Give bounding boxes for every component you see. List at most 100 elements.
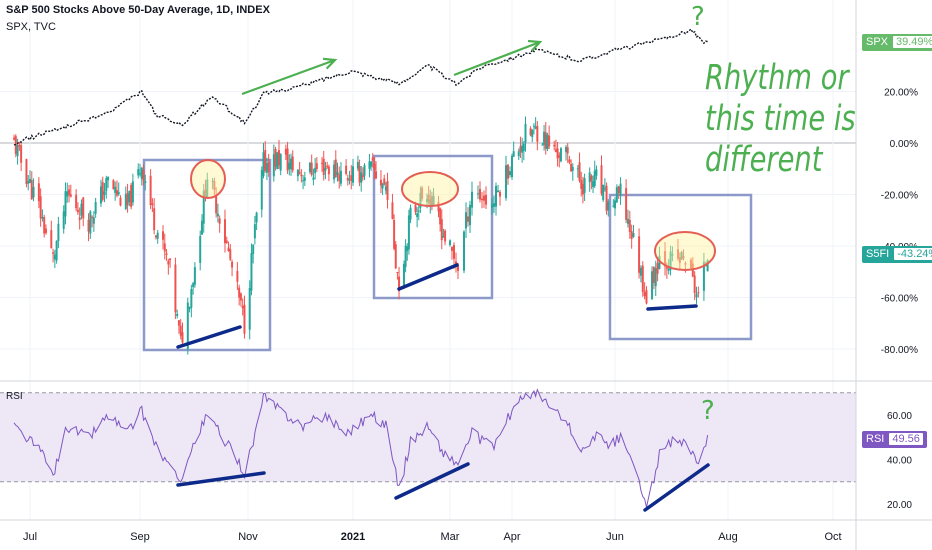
candle-body xyxy=(588,172,591,183)
candle-body xyxy=(406,246,409,251)
candle-body xyxy=(386,181,389,200)
candle-body xyxy=(360,172,363,183)
candle-body xyxy=(333,164,336,180)
candle-body xyxy=(39,196,42,219)
candle-body xyxy=(416,213,419,217)
candle-body xyxy=(308,162,311,173)
candle-body xyxy=(409,207,412,220)
candle-body xyxy=(151,203,154,205)
candle-body xyxy=(190,289,193,308)
candle-body xyxy=(117,191,120,195)
candle-body xyxy=(243,304,246,334)
candle-body xyxy=(559,148,562,162)
candle-body xyxy=(229,249,232,260)
candle-body xyxy=(206,179,209,198)
candle-body xyxy=(199,235,202,263)
price-axis-tick: 20.00% xyxy=(884,88,918,99)
trendline xyxy=(394,462,470,500)
candle-body xyxy=(348,179,351,181)
trend-arrow xyxy=(241,58,336,96)
candle-body xyxy=(346,177,349,181)
time-axis-tick: Aug xyxy=(718,531,738,543)
candle-body xyxy=(467,216,469,222)
candle-body xyxy=(218,218,221,224)
candle-body xyxy=(375,171,378,179)
candle-body xyxy=(404,245,407,267)
spx-badge-ticker: SPX xyxy=(866,36,889,48)
candle-body xyxy=(595,169,598,176)
candle-body xyxy=(519,146,522,152)
spx-line[interactable] xyxy=(13,28,708,146)
candle-body xyxy=(227,247,230,252)
candle-body xyxy=(693,275,696,294)
candle-body xyxy=(112,180,115,189)
candle-body xyxy=(176,313,179,317)
candle-body xyxy=(162,231,165,240)
spx-price-badge[interactable]: SPX 39.49% xyxy=(862,34,932,51)
candle-body xyxy=(368,161,371,169)
trend-arrow xyxy=(453,40,541,77)
candle-body xyxy=(541,144,544,146)
candle-body xyxy=(512,151,515,157)
candle-body xyxy=(186,302,189,349)
candle-body xyxy=(689,259,692,269)
candle-body xyxy=(276,152,279,170)
candle-body xyxy=(302,180,305,182)
candle-body xyxy=(402,263,405,288)
candle-body xyxy=(350,175,353,181)
candle-body xyxy=(29,178,31,183)
rsi-value-badge[interactable]: RSI 49.56 xyxy=(862,431,927,448)
trendline xyxy=(397,263,459,291)
time-axis-tick: Jun xyxy=(606,531,624,543)
candle-body xyxy=(53,254,56,260)
candle-body xyxy=(25,159,28,185)
candle-body xyxy=(62,211,65,229)
candle-body xyxy=(571,166,574,171)
s5fi-price-badge[interactable]: S5FI -43.24% xyxy=(862,246,932,263)
candle-body xyxy=(529,128,532,136)
candle-body xyxy=(312,177,315,180)
rsi-series-line xyxy=(13,388,709,508)
candle-body xyxy=(260,170,263,210)
rsi-line[interactable] xyxy=(13,388,709,508)
candle-body xyxy=(255,212,258,223)
candle-body xyxy=(421,187,424,199)
time-axis-tick: Apr xyxy=(503,531,520,543)
candle-body xyxy=(286,148,289,171)
annotation-line-2: this time is xyxy=(705,99,856,139)
candle-body xyxy=(358,165,361,183)
candle-body xyxy=(453,244,455,259)
candle-body xyxy=(128,190,131,203)
candle-body xyxy=(336,172,339,175)
candle-body xyxy=(345,165,348,174)
candle-body xyxy=(507,164,509,179)
candle-body xyxy=(324,167,327,171)
candle-body xyxy=(578,162,581,181)
candle-body xyxy=(509,171,511,176)
s5fi-candles[interactable] xyxy=(13,116,709,355)
trend-arrow-head xyxy=(527,39,543,52)
candle-body xyxy=(202,191,205,224)
divergence-box xyxy=(608,193,753,341)
candle-body xyxy=(449,240,451,246)
candle-body xyxy=(265,163,268,173)
candle-body xyxy=(493,203,495,207)
candle-body xyxy=(477,193,479,195)
candle-body xyxy=(671,254,674,256)
candle-body xyxy=(137,169,140,176)
candle-body xyxy=(505,165,507,199)
candle-body xyxy=(465,212,467,229)
candle-body xyxy=(430,196,433,207)
candle-body xyxy=(432,195,435,205)
candle-body xyxy=(223,219,226,244)
candle-body xyxy=(570,163,573,172)
annotation-line-3: different xyxy=(705,140,823,180)
candle-body xyxy=(290,158,293,170)
candle-body xyxy=(371,157,374,161)
candle-body xyxy=(296,169,299,177)
question-mark-price: ? xyxy=(691,2,705,32)
candle-body xyxy=(695,293,698,298)
candle-body xyxy=(215,196,218,214)
rsi-band xyxy=(0,392,856,483)
